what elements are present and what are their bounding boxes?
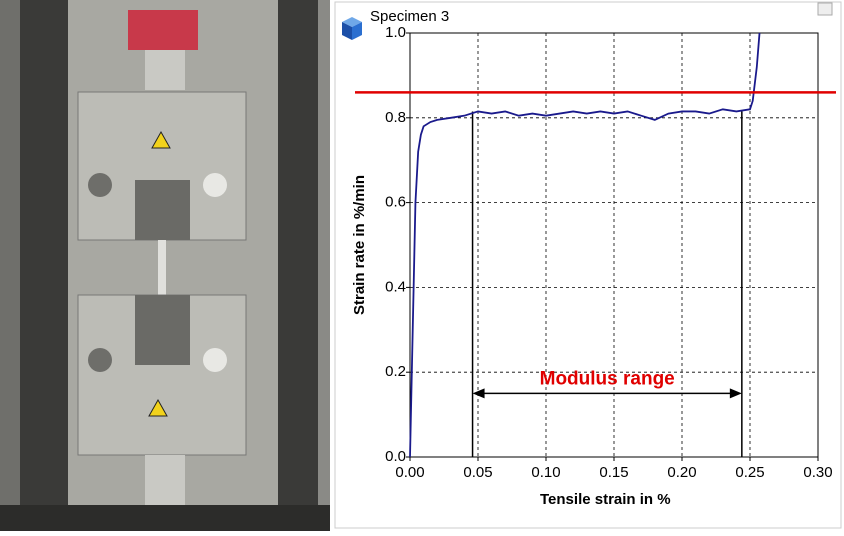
annotation: Modulus range [540,368,675,389]
y-tick-label: 0.8 [385,109,406,126]
window-button [817,2,833,16]
lower-grip [135,295,190,365]
y-tick-label: 0.2 [385,363,406,380]
y-tick-label: 0.6 [385,194,406,211]
knob [88,348,112,372]
knob [203,173,227,197]
warning-sign [151,130,171,149]
x-tick-label: 0.30 [803,464,832,481]
chart-title: Specimen 3 [370,8,449,25]
x-tick-label: 0.20 [667,464,696,481]
column-left [20,0,68,531]
x-tick-label: 0.25 [735,464,764,481]
x-tick-label: 0.15 [599,464,628,481]
load-cell [128,10,198,50]
y-tick-label: 0.0 [385,448,406,465]
warning-sign [148,398,168,417]
x-tick-label: 0.10 [531,464,560,481]
x-tick-label: 0.05 [463,464,492,481]
icon-right [352,22,362,40]
upper-adapter [145,50,185,90]
arrow-head [472,388,485,399]
y-tick-label: 0.4 [385,278,406,295]
x-axis-label: Tensile strain in % [540,491,671,508]
knob [88,173,112,197]
photo [0,0,330,531]
arrow-head [729,388,742,399]
lower-adapter [145,455,185,505]
base [0,505,330,531]
upper-grip [135,180,190,240]
data-line [409,32,761,458]
frame-left [0,0,20,531]
icon-left [342,22,352,40]
specimen-icon [342,17,362,40]
knob [203,348,227,372]
x-tick-label: 0.00 [395,464,424,481]
y-tick-label: 1.0 [385,24,406,41]
y-axis-label: Strain rate in %/min [351,175,368,315]
chart-panel [334,1,842,529]
specimen [158,240,166,295]
column-right [278,0,318,531]
